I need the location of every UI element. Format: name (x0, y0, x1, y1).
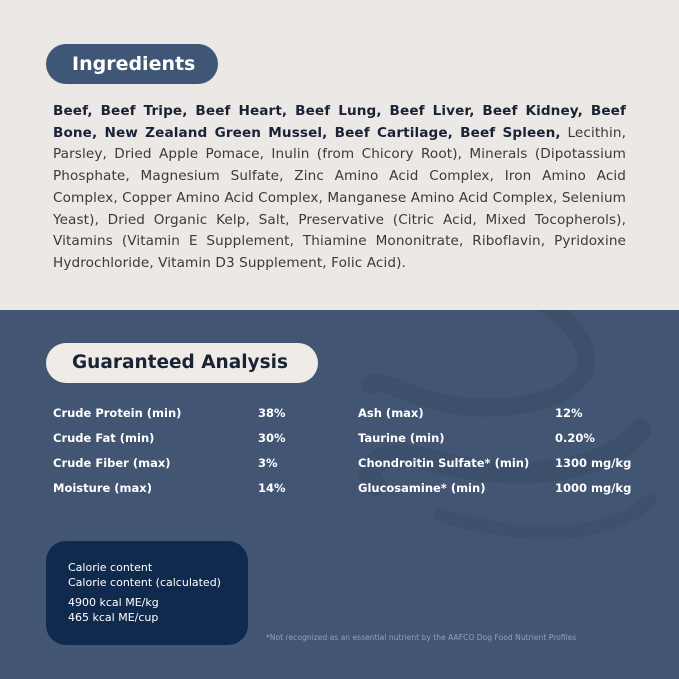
calorie-label: Calorie content (68, 561, 153, 574)
analysis-label: Crude Protein (min) (53, 406, 182, 420)
ingredients-heading: Ingredients (46, 44, 218, 84)
analysis-value: 1000 mg/kg (555, 481, 632, 495)
analysis-heading: Guaranteed Analysis (46, 343, 318, 383)
analysis-value: 38% (258, 406, 286, 420)
analysis-value: 3% (258, 456, 278, 470)
calorie-box: Calorie content Calorie content (calcula… (46, 541, 248, 645)
footnote: *Not recognized as an essential nutrient… (266, 633, 577, 642)
calorie-calculated-label: Calorie content (calculated) (68, 575, 221, 589)
analysis-label: Crude Fiber (max) (53, 456, 171, 470)
wave-decoration-icon (359, 310, 657, 540)
ingredients-list: Beef, Beef Tripe, Beef Heart, Beef Lung,… (53, 101, 626, 275)
analysis-label: Crude Fat (min) (53, 431, 155, 445)
analysis-label: Ash (max) (358, 406, 424, 420)
calorie-per-cup: 465 kcal ME/cup (68, 610, 159, 624)
analysis-value: 30% (258, 431, 286, 445)
analysis-value: 1300 mg/kg (555, 456, 632, 470)
ingredients-bold: Beef, Beef Tripe, Beef Heart, Beef Lung,… (53, 103, 626, 141)
analysis-label: Chondroitin Sulfate* (min) (358, 456, 530, 470)
analysis-label: Moisture (max) (53, 481, 152, 495)
analysis-value: 0.20% (555, 431, 595, 445)
calorie-per-kg: 4900 kcal ME/kg (68, 596, 159, 609)
analysis-value: 14% (258, 481, 286, 495)
analysis-label: Glucosamine* (min) (358, 481, 486, 495)
analysis-label: Taurine (min) (358, 431, 445, 445)
ingredients-regular: Lecithin, Parsley, Dried Apple Pomace, I… (53, 124, 626, 271)
analysis-value: 12% (555, 406, 583, 420)
